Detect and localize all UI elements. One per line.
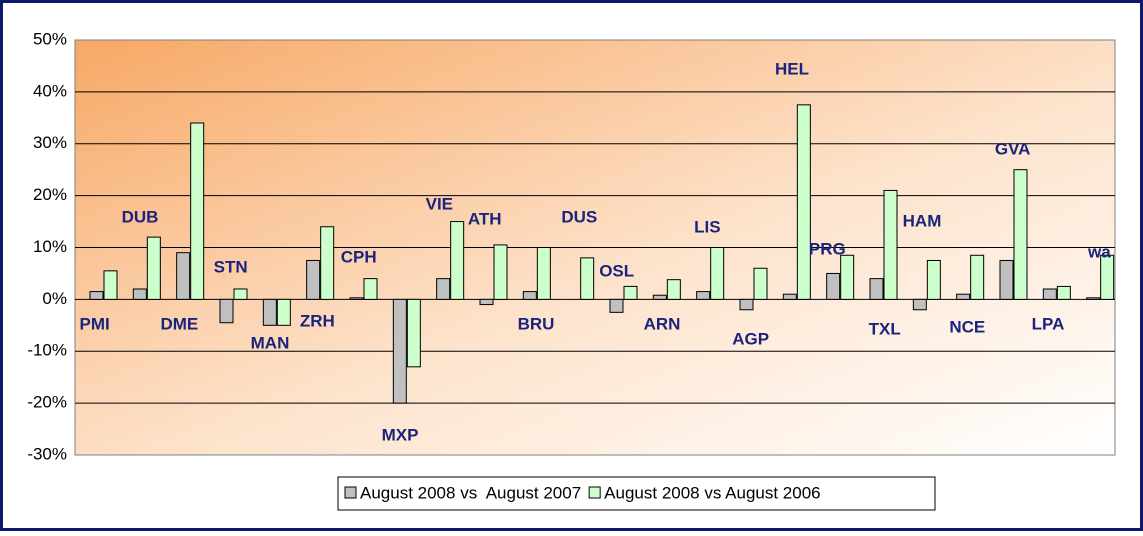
bar [1100, 254, 1115, 300]
bar [1056, 285, 1071, 300]
bar [710, 247, 725, 300]
bar [956, 293, 971, 300]
y-tick-label: -30% [27, 444, 67, 463]
bar [349, 297, 364, 300]
category-label: BRU [518, 314, 555, 333]
bar [103, 270, 118, 300]
category-label: ZRH [300, 311, 335, 330]
bar [970, 254, 985, 300]
bar [869, 278, 884, 300]
bar [262, 298, 277, 326]
bar [840, 254, 855, 300]
bar [190, 122, 205, 300]
category-label: STN [214, 257, 248, 276]
y-tick-label: 10% [33, 237, 67, 256]
bar [176, 252, 191, 300]
bar [883, 189, 898, 300]
category-label: VIE [426, 194, 453, 213]
bar [580, 257, 595, 300]
bar [1086, 297, 1101, 300]
category-label: HEL [775, 59, 809, 78]
category-label: DUS [561, 207, 597, 226]
category-label: HAM [903, 211, 942, 230]
category-label: OSL [599, 261, 634, 280]
bar [912, 298, 927, 311]
category-label: LIS [694, 217, 720, 236]
category-label: ATH [468, 209, 502, 228]
bar [493, 244, 508, 300]
y-tick-label: 30% [33, 133, 67, 152]
category-label: PRG [809, 239, 846, 258]
bar [826, 272, 841, 300]
bar [1042, 288, 1057, 300]
bar [406, 298, 421, 368]
bar [782, 293, 797, 300]
category-label: GVA [995, 139, 1031, 158]
bar [926, 259, 941, 300]
bar [306, 259, 321, 300]
bar [436, 278, 451, 300]
legend-label: August 2008 vs August 2006 [604, 483, 820, 502]
category-label: DME [160, 314, 198, 333]
category-label: MAN [251, 333, 290, 352]
bar [233, 288, 248, 300]
category-label: AGP [732, 329, 769, 348]
y-tick-label: 50% [33, 29, 67, 48]
bar [276, 298, 291, 326]
bar [363, 278, 378, 300]
bar [522, 291, 537, 300]
category-label: CPH [341, 247, 377, 266]
bar [392, 298, 407, 404]
category-label: LPA [1032, 314, 1065, 333]
y-tick-label: 40% [33, 81, 67, 100]
category-label: DUB [122, 207, 159, 226]
bar [753, 267, 768, 300]
bar [132, 288, 147, 300]
category-label: NCE [949, 317, 985, 336]
bar [146, 236, 161, 300]
y-tick-label: 0% [42, 289, 67, 308]
bar [796, 104, 811, 300]
y-tick-label: -10% [27, 341, 67, 360]
bar [1013, 169, 1028, 300]
legend-swatch [344, 486, 357, 499]
bar [623, 285, 638, 300]
category-label: wa [1087, 242, 1111, 261]
y-tick-label: -20% [27, 393, 67, 412]
bar [666, 279, 681, 300]
category-label: MXP [382, 425, 419, 444]
category-label: PMI [80, 314, 110, 333]
legend [337, 476, 936, 511]
category-label: ARN [644, 314, 681, 333]
bar [479, 298, 494, 306]
legend-label: August 2008 vs August 2007 [360, 483, 581, 502]
bar [89, 291, 104, 300]
bar [320, 226, 335, 300]
bar [219, 298, 234, 324]
bar [696, 291, 711, 300]
bar [536, 247, 551, 300]
bar [450, 221, 465, 300]
bar [739, 298, 754, 311]
bar [609, 298, 624, 313]
y-tick-label: 20% [33, 185, 67, 204]
legend-swatch [588, 486, 601, 499]
category-label: TXL [869, 319, 901, 338]
bar [999, 259, 1014, 300]
bar [652, 294, 667, 300]
